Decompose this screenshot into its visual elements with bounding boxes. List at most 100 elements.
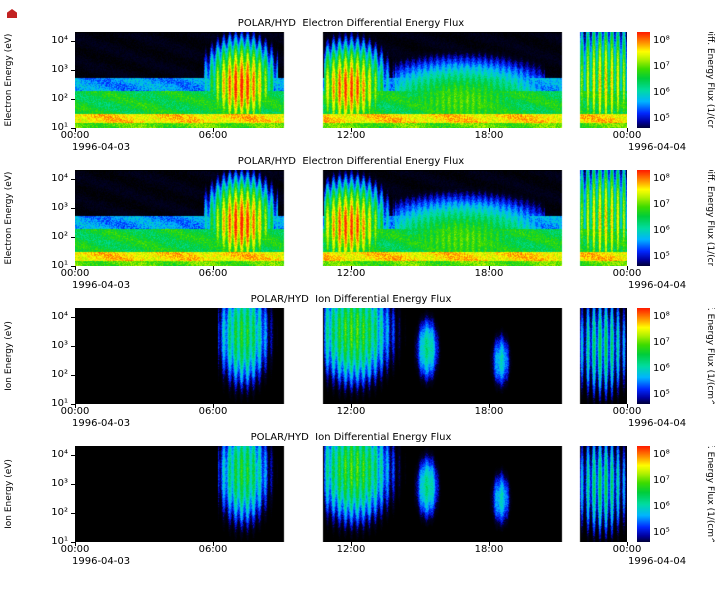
y-axis-ticks: 10⁴ 10³ 10² 10¹ [16, 32, 72, 133]
x-tick-mark [212, 266, 214, 270]
x-tick-mark [350, 404, 352, 408]
colorbar-tick-label: 10⁸ [653, 173, 670, 185]
colorbar-tick-label: 10⁵ [653, 526, 670, 538]
x-axis-dates: 1996-04-03 1996-04-04 [72, 418, 686, 430]
colorbar-gradient [637, 32, 650, 128]
x-tick-label: 00:00 [612, 268, 642, 279]
x-tick-mark [626, 266, 628, 270]
spectrogram-plot-area [71, 170, 628, 270]
x-axis-dates: 1996-04-03 1996-04-04 [72, 556, 686, 568]
y-axis-ticks: 10⁴ 10³ 10² 10¹ [16, 308, 72, 409]
colorbar-label: f. Energy Flux (1/(cm^ [701, 308, 719, 404]
x-tick-mark [212, 542, 214, 546]
y-tick-mark [71, 207, 75, 209]
spectrogram-panel: POLAR/HYD Electron Differential Energy F… [0, 154, 722, 292]
x-tick-mark [488, 542, 490, 546]
x-tick-mark [350, 542, 352, 546]
y-tick-label: 10¹ [51, 260, 68, 271]
spectrogram-panel: POLAR/HYD Ion Differential Energy Flux I… [0, 292, 722, 430]
spectrogram-canvas [75, 170, 627, 266]
x-tick-label: 18:00 [474, 544, 504, 555]
spectrogram-plot-area [71, 32, 628, 132]
panel-title: POLAR/HYD Electron Differential Energy F… [237, 156, 465, 167]
x-axis-dates: 1996-04-03 1996-04-04 [72, 280, 686, 292]
red-corner-glyph [7, 9, 17, 18]
x-axis-date-end: 1996-04-04 [628, 418, 687, 429]
y-tick-mark [71, 512, 75, 514]
panel-title: POLAR/HYD Ion Differential Energy Flux [250, 432, 452, 443]
x-axis-ticks: 00:00 06:00 12:00 18:00 00:00 [61, 406, 642, 418]
spectrogram-plot-area [71, 446, 628, 546]
x-tick-label: 00:00 [60, 406, 90, 417]
colorbar-ticks: 10⁸ 10⁷ 10⁶ 10⁵ [653, 32, 683, 128]
colorbar-label-text: Diff. Energy Flux (1/(cm [705, 170, 715, 266]
y-tick-label: 10³ [51, 201, 68, 213]
y-tick-label: 10² [51, 92, 68, 104]
panels-stack: POLAR/HYD Electron Differential Energy F… [0, 16, 722, 568]
spectrogram-canvas [75, 32, 627, 128]
colorbar-label-text: f. Energy Flux (1/(cm^ [705, 446, 715, 542]
x-tick-label: 12:00 [336, 130, 366, 141]
y-tick-mark [71, 128, 75, 129]
x-tick-label: 06:00 [198, 130, 228, 141]
x-tick-label: 18:00 [474, 130, 504, 141]
colorbar-tick-label: 10⁶ [653, 224, 670, 236]
x-tick-mark [626, 404, 628, 408]
x-axis-dates: 1996-04-03 1996-04-04 [72, 142, 686, 154]
colorbar-gradient [637, 170, 650, 266]
colorbar-label-text: f. Energy Flux (1/(cm^ [705, 308, 715, 404]
x-tick-label: 00:00 [612, 130, 642, 141]
colorbar-gradient [637, 308, 650, 404]
x-tick-label: 06:00 [198, 406, 228, 417]
x-axis-date-end: 1996-04-04 [628, 142, 687, 153]
y-tick-label: 10⁴ [51, 34, 68, 46]
y-tick-label: 10¹ [51, 398, 68, 409]
colorbar-ticks: 10⁸ 10⁷ 10⁶ 10⁵ [653, 170, 683, 266]
colorbar-tick-label: 10⁷ [653, 199, 670, 211]
y-tick-label: 10¹ [51, 122, 68, 133]
y-tick-label: 10³ [51, 477, 68, 489]
x-tick-mark [212, 404, 214, 408]
panel-title: POLAR/HYD Electron Differential Energy F… [237, 18, 465, 29]
y-tick-mark [71, 98, 75, 100]
colorbar-tick-label: 10⁵ [653, 250, 670, 262]
x-tick-mark [212, 128, 214, 132]
colorbar-ticks: 10⁸ 10⁷ 10⁶ 10⁵ [653, 308, 683, 404]
x-tick-label: 18:00 [474, 268, 504, 279]
x-tick-mark [488, 404, 490, 408]
y-tick-mark [71, 69, 75, 71]
colorbar-tick-label: 10⁶ [653, 86, 670, 98]
y-tick-mark [71, 178, 75, 180]
y-tick-label: 10³ [51, 63, 68, 75]
x-tick-label: 12:00 [336, 268, 366, 279]
y-axis-label-text: Ion Energy (eV) [4, 459, 14, 529]
spectrogram-canvas [75, 308, 627, 404]
x-axis-date-start: 1996-04-03 [72, 418, 131, 429]
spectrogram-canvas [75, 446, 627, 542]
x-tick-label: 00:00 [60, 130, 90, 141]
y-tick-mark [71, 236, 75, 238]
x-tick-label: 12:00 [336, 544, 366, 555]
spectrogram-panel: POLAR/HYD Ion Differential Energy Flux I… [0, 430, 722, 568]
panel-title: POLAR/HYD Ion Differential Energy Flux [250, 294, 452, 305]
colorbar-tick-label: 10⁵ [653, 388, 670, 400]
colorbar [637, 170, 650, 266]
y-tick-label: 10³ [51, 339, 68, 351]
colorbar-tick-label: 10⁷ [653, 337, 670, 349]
colorbar-tick-label: 10⁷ [653, 61, 670, 73]
y-tick-label: 10² [51, 368, 68, 380]
y-tick-mark [71, 374, 75, 376]
colorbar-tick-label: 10⁸ [653, 311, 670, 323]
x-tick-label: 00:00 [612, 544, 642, 555]
x-axis-ticks: 00:00 06:00 12:00 18:00 00:00 [61, 268, 642, 280]
x-tick-label: 06:00 [198, 544, 228, 555]
y-tick-label: 10² [51, 230, 68, 242]
x-tick-mark [74, 542, 76, 546]
colorbar-gradient [637, 446, 650, 542]
y-tick-mark [71, 483, 75, 485]
x-tick-mark [74, 266, 76, 270]
x-tick-mark [350, 128, 352, 132]
colorbar-ticks: 10⁸ 10⁷ 10⁶ 10⁵ [653, 446, 683, 542]
x-tick-mark [74, 404, 76, 408]
